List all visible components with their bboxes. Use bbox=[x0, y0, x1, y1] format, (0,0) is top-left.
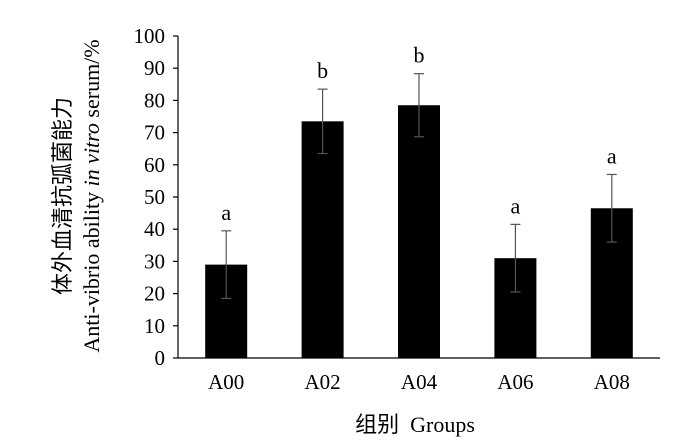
y-axis-title-en-italic: in vitro bbox=[79, 123, 104, 186]
y-axis-ticks: 0 10 20 30 40 50 60 70 80 90 100 bbox=[134, 24, 178, 370]
significance-letter: a bbox=[221, 200, 231, 225]
y-axis-title-en-pre: Anti-vibrio ability bbox=[79, 186, 104, 352]
y-tick-label: 0 bbox=[155, 346, 166, 370]
bars bbox=[205, 105, 633, 358]
error-bars bbox=[221, 73, 617, 300]
x-axis-title: 组别 Groups bbox=[355, 412, 475, 437]
y-tick-label: 70 bbox=[144, 121, 165, 145]
x-axis-categories: A00 A02 A04 A06 A08 bbox=[208, 370, 630, 394]
y-tick-label: 50 bbox=[144, 185, 165, 209]
y-tick-label: 80 bbox=[144, 88, 165, 112]
y-tick-label: 60 bbox=[144, 153, 165, 177]
x-tick-label: A02 bbox=[305, 370, 341, 394]
significance-letter: a bbox=[511, 193, 521, 218]
significance-letter: a bbox=[607, 143, 617, 168]
significance-letter: b bbox=[414, 43, 425, 68]
y-tick-label: 100 bbox=[134, 24, 166, 48]
x-tick-label: A06 bbox=[497, 370, 533, 394]
y-axis-title-en-post: serum/% bbox=[79, 39, 104, 123]
significance-letter: b bbox=[317, 58, 328, 83]
bar bbox=[301, 121, 344, 358]
x-tick-label: A08 bbox=[594, 370, 630, 394]
y-tick-label: 20 bbox=[144, 282, 165, 306]
bar bbox=[398, 105, 440, 358]
y-tick-label: 30 bbox=[144, 249, 165, 273]
x-tick-label: A04 bbox=[401, 370, 438, 394]
y-tick-label: 90 bbox=[144, 56, 165, 80]
y-axis-title-en: Anti-vibrio ability in vitro serum/% bbox=[79, 39, 104, 352]
significance-letters: a b b a a bbox=[221, 43, 617, 225]
y-axis-title-cn: 体外血清抗弧菌能力 bbox=[50, 97, 75, 295]
y-tick-label: 40 bbox=[144, 217, 165, 241]
y-tick-label: 10 bbox=[144, 314, 165, 338]
x-tick-label: A00 bbox=[208, 370, 244, 394]
